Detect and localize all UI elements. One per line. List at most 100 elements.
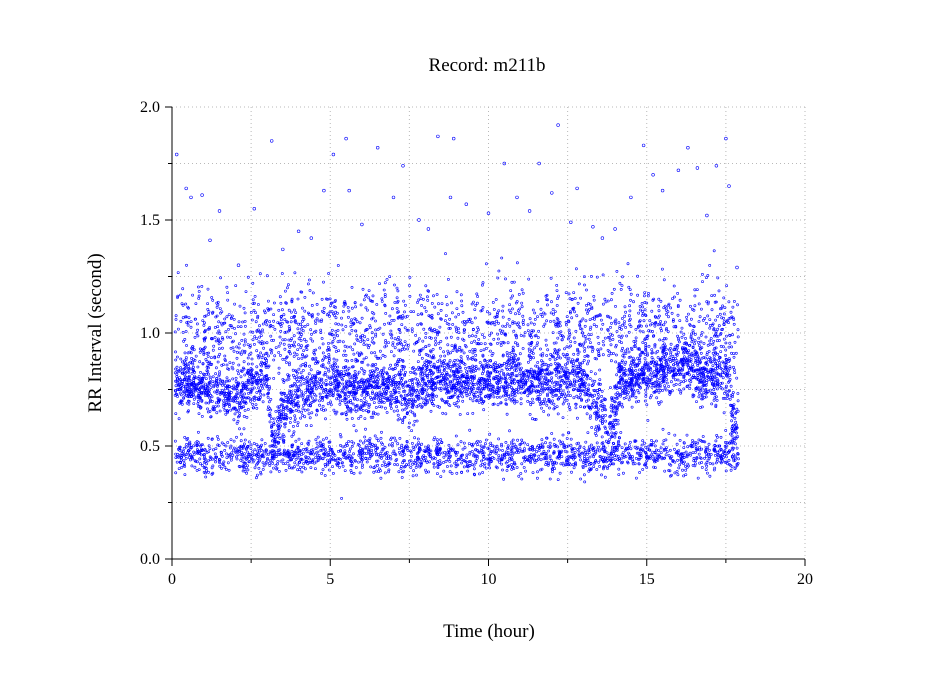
data-point — [466, 376, 470, 380]
data-point — [486, 371, 489, 375]
data-point — [262, 346, 266, 350]
data-point — [224, 403, 228, 406]
data-point — [231, 453, 235, 457]
data-point — [476, 387, 480, 390]
data-point — [688, 383, 692, 387]
data-point — [399, 368, 403, 372]
data-point — [243, 438, 247, 442]
data-point — [570, 470, 573, 474]
data-point — [703, 376, 707, 380]
data-point — [228, 403, 231, 407]
data-point — [231, 361, 235, 365]
data-point — [393, 463, 397, 466]
data-point — [622, 471, 625, 475]
data-point — [682, 376, 686, 380]
data-point — [276, 460, 280, 463]
data-point — [679, 380, 683, 384]
data-point — [360, 360, 364, 364]
data-point — [238, 405, 241, 409]
data-point — [699, 375, 703, 379]
data-point — [695, 377, 699, 381]
data-point — [604, 456, 608, 460]
data-point — [669, 342, 673, 346]
data-point — [294, 377, 298, 381]
data-point — [646, 380, 650, 384]
data-point — [648, 396, 652, 400]
data-point — [256, 457, 260, 460]
data-point — [247, 440, 251, 444]
data-point — [524, 469, 528, 473]
data-point — [568, 371, 572, 375]
data-point — [348, 450, 352, 453]
data-point — [358, 471, 362, 475]
data-point — [492, 395, 496, 399]
data-point — [356, 408, 360, 412]
data-point — [282, 408, 286, 411]
data-point — [604, 427, 607, 430]
data-point — [301, 362, 305, 366]
data-point — [601, 455, 605, 459]
data-point — [413, 414, 417, 418]
data-point — [299, 465, 302, 469]
data-point — [387, 376, 390, 380]
data-point — [636, 389, 640, 392]
data-point — [515, 400, 519, 404]
data-point — [376, 367, 380, 371]
data-point — [594, 434, 598, 437]
data-point — [534, 385, 537, 389]
data-point — [736, 399, 740, 403]
data-point — [291, 368, 295, 372]
data-point — [378, 386, 382, 389]
data-point — [602, 444, 606, 448]
data-point — [668, 356, 672, 360]
data-point — [454, 404, 458, 407]
data-point — [700, 387, 704, 391]
data-point — [442, 469, 446, 473]
data-point — [634, 369, 638, 372]
data-point — [176, 377, 180, 381]
data-point — [626, 381, 629, 385]
data-point — [412, 469, 416, 473]
data-point — [374, 362, 378, 366]
data-point — [242, 343, 246, 347]
data-point — [643, 357, 647, 360]
data-point — [401, 408, 405, 412]
data-point — [443, 365, 447, 369]
data-point — [479, 349, 483, 353]
data-point — [544, 372, 547, 376]
data-point — [401, 421, 405, 425]
data-point — [465, 456, 469, 460]
data-point — [384, 377, 388, 381]
data-point — [454, 453, 458, 457]
data-point — [438, 459, 442, 463]
data-point — [250, 381, 254, 384]
data-point — [274, 409, 278, 413]
data-point — [471, 411, 475, 415]
data-point — [327, 361, 331, 365]
data-point — [361, 404, 364, 408]
data-point — [578, 446, 582, 450]
data-point — [225, 452, 229, 456]
data-point — [361, 441, 365, 445]
data-point — [204, 377, 208, 381]
data-point — [665, 378, 669, 381]
data-point — [576, 352, 580, 356]
data-point — [507, 364, 511, 367]
data-point — [597, 396, 601, 400]
data-point — [481, 354, 485, 358]
data-point — [358, 439, 362, 443]
data-point — [629, 355, 633, 359]
data-point — [425, 392, 429, 396]
data-point — [325, 436, 328, 440]
data-point — [363, 417, 367, 421]
data-point — [378, 370, 382, 374]
data-point — [458, 413, 462, 416]
data-point — [448, 470, 452, 474]
data-point — [528, 349, 532, 353]
data-point — [546, 463, 550, 467]
data-point — [344, 372, 348, 376]
data-point — [297, 409, 301, 413]
data-point — [209, 415, 213, 419]
data-point — [333, 381, 337, 385]
data-point — [411, 411, 415, 415]
